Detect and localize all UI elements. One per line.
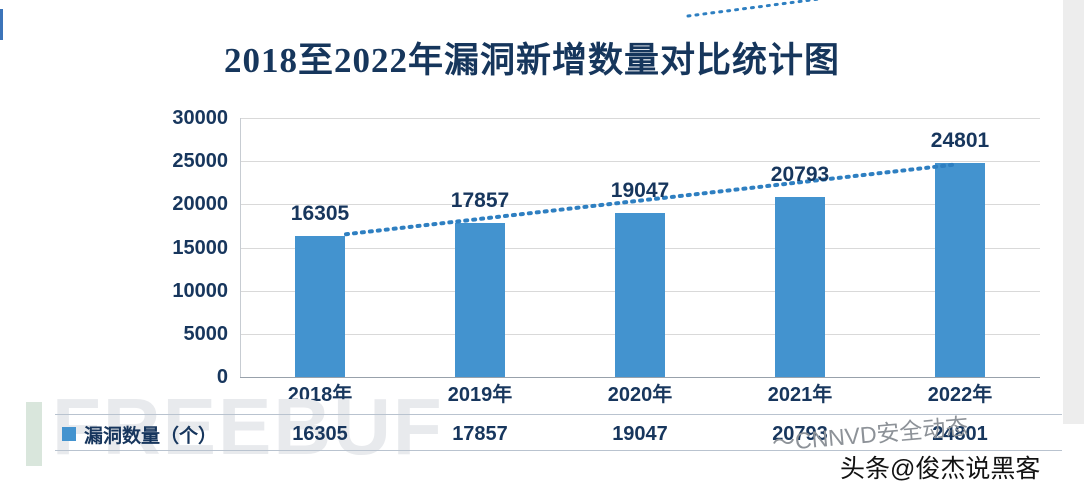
bar-value-label: 17857 — [450, 188, 510, 212]
freebuf-logo-bar-icon — [26, 402, 42, 466]
freebuf-watermark-text: FREEBUF — [52, 382, 444, 471]
y-axis-line — [240, 118, 241, 377]
bar — [455, 222, 505, 377]
y-tick-label: 20000 — [172, 193, 228, 216]
bar-value-label: 20793 — [770, 163, 830, 187]
y-tick-label: 5000 — [183, 322, 229, 345]
freebuf-watermark: FREEBUF — [26, 382, 444, 471]
y-tick-label: 25000 — [172, 150, 228, 173]
bar — [295, 236, 345, 377]
bar — [935, 162, 985, 377]
chart-title: 2018至2022年漏洞新增数量对比统计图 — [223, 41, 840, 80]
toutiao-credit-text: 头条@俊杰说黑客 — [840, 455, 1041, 483]
page-background-strip — [1063, 0, 1084, 424]
y-tick-label: 10000 — [172, 279, 228, 302]
x-tick-label: 2021年 — [767, 384, 833, 406]
gridline — [240, 377, 1040, 378]
legend-label: 漏洞数量（个） — [84, 425, 218, 447]
bar — [775, 197, 825, 377]
bar-value-label: 16305 — [290, 202, 350, 226]
legend-item: 漏洞数量（个） — [62, 421, 217, 447]
table-value-cell: 17857 — [452, 423, 508, 445]
y-tick-label: 0 — [216, 366, 228, 388]
table-value-cell: 19047 — [612, 423, 668, 445]
legend-swatch-icon — [62, 427, 76, 441]
x-tick-label: 2022年 — [927, 384, 993, 406]
table-value-cell: 16305 — [292, 423, 348, 445]
x-tick-label: 2020年 — [607, 384, 673, 406]
table-border-bottom — [55, 450, 1062, 451]
bar-value-label: 24801 — [930, 128, 990, 152]
table-value-cell: 24801 — [932, 423, 988, 445]
y-tick-label: 30000 — [172, 107, 228, 129]
dashed-decoration-line — [686, 0, 823, 18]
chart-border-fragment — [0, 9, 3, 40]
table-border-top — [55, 414, 1062, 415]
gridline — [240, 161, 1040, 163]
gridline — [240, 118, 1040, 119]
x-tick-label: 2018年 — [287, 384, 353, 406]
table-value-cell: 20793 — [772, 423, 828, 445]
x-tick-label: 2019年 — [447, 384, 513, 406]
y-tick-label: 15000 — [172, 236, 228, 259]
bar-value-label: 19047 — [610, 178, 670, 202]
bar — [615, 212, 665, 377]
